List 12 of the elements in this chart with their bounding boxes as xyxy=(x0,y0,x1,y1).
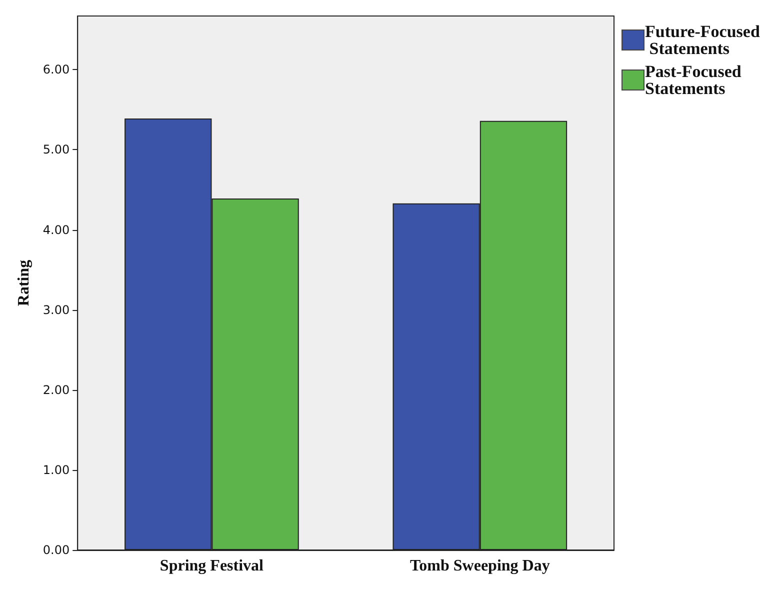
y-tick-label: 0.00 xyxy=(42,543,70,557)
legend-label: Future-Focused Statements xyxy=(645,22,760,58)
y-tick-label: 3.00 xyxy=(42,302,70,317)
y-tick-label: 1.00 xyxy=(42,462,70,477)
y-axis-title: Rating xyxy=(16,260,32,306)
y-tick-label: 4.00 xyxy=(42,222,70,237)
x-tick-label: Spring Festival xyxy=(160,558,264,574)
y-tick-label: 5.00 xyxy=(42,142,70,157)
legend-label: Past-Focused Statements xyxy=(645,62,746,98)
x-tick-label: Tomb Sweeping Day xyxy=(410,558,550,574)
y-tick-label: 2.00 xyxy=(42,382,70,397)
y-tick-label: 6.00 xyxy=(42,62,70,77)
